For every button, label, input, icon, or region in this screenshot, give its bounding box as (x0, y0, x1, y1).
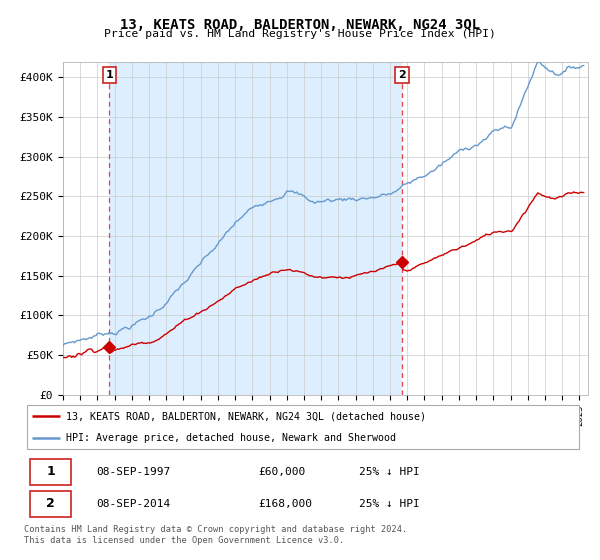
Text: 1: 1 (46, 465, 55, 478)
Text: 1: 1 (106, 70, 113, 80)
Bar (109, 62, 402, 395)
FancyBboxPatch shape (27, 405, 579, 449)
FancyBboxPatch shape (29, 459, 71, 484)
Text: 2: 2 (46, 497, 55, 510)
Text: 08-SEP-2014: 08-SEP-2014 (97, 499, 171, 509)
Text: 13, KEATS ROAD, BALDERTON, NEWARK, NG24 3QL (detached house): 13, KEATS ROAD, BALDERTON, NEWARK, NG24 … (66, 411, 426, 421)
Text: 2: 2 (398, 70, 406, 80)
Text: 25% ↓ HPI: 25% ↓ HPI (359, 466, 419, 477)
Text: £168,000: £168,000 (259, 499, 313, 509)
Text: £60,000: £60,000 (259, 466, 305, 477)
Text: 13, KEATS ROAD, BALDERTON, NEWARK, NG24 3QL: 13, KEATS ROAD, BALDERTON, NEWARK, NG24 … (120, 18, 480, 32)
FancyBboxPatch shape (29, 491, 71, 517)
Text: 25% ↓ HPI: 25% ↓ HPI (359, 499, 419, 509)
Text: HPI: Average price, detached house, Newark and Sherwood: HPI: Average price, detached house, Newa… (66, 433, 396, 443)
Text: Contains HM Land Registry data © Crown copyright and database right 2024.
This d: Contains HM Land Registry data © Crown c… (24, 525, 407, 545)
Text: 08-SEP-1997: 08-SEP-1997 (97, 466, 171, 477)
Text: Price paid vs. HM Land Registry's House Price Index (HPI): Price paid vs. HM Land Registry's House … (104, 29, 496, 39)
